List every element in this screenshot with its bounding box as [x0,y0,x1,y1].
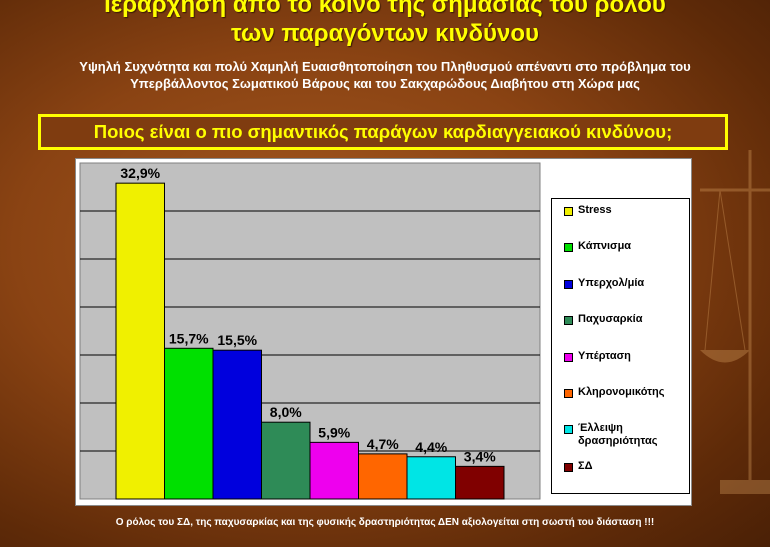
bar-1 [115,182,165,500]
slide-title-line-2: των παραγόντων κινδύνου [231,20,539,47]
question-box: Ποιος είναι ο πιο σημαντικός παράγων καρ… [38,114,728,150]
legend-item-5: Υπέρταση [564,350,631,363]
legend-swatch [564,243,573,252]
slide-title: Ιεράρχηση από το κοινό της σημασίας του … [0,0,770,48]
bar-6 [358,453,408,500]
legend-item-3: Υπερχολ/μία [564,277,644,290]
scale-decoration [700,150,770,494]
subtitle-line-1: Υψηλή Συχνότητα και πολύ Χαμηλή Ευαισθητ… [79,59,691,74]
legend-label: Έλλειψη δρασηριότητας [578,422,658,447]
footer-note: Ο ρόλος του ΣΔ, της παχυσαρκίας και της … [115,517,655,528]
data-label-7: 4,4% [415,439,447,455]
bar-2 [164,347,214,500]
legend-item-7: Έλλειψη δρασηριότητας [564,422,657,448]
bar-8 [455,465,505,500]
legend-item-4: Παχυσαρκία [564,313,643,326]
bar-4 [261,421,311,500]
legend-swatch [564,207,573,216]
legend-swatch [564,316,573,325]
legend-label: Κληρονομικότης [578,386,665,398]
legend-swatch [564,280,573,289]
legend-label: Υπερχολ/μία [578,277,645,289]
legend-item-1: Stress [564,204,612,217]
legend-swatch [564,353,573,362]
chart-legend: Stress Κάπνισμα Υπερχολ/μία Παχυσαρκία Υπέρτ… [551,198,690,494]
data-label-8: 3,4% [464,448,496,464]
legend-label: Κάπνισμα [578,240,632,252]
legend-label: Stress [578,204,612,216]
data-label-3: 15,5% [217,332,257,348]
legend-swatch [564,389,573,398]
legend-swatch [564,463,573,472]
legend-item-6: Κληρονομικότης [564,386,664,399]
legend-swatch [564,425,573,434]
data-label-5: 5,9% [318,424,350,440]
legend-item-2: Κάπνισμα [564,240,631,253]
legend-label: Παχυσαρκία [578,313,643,325]
bar-5 [309,441,359,500]
question-text: Ποιος είναι ο πιο σημαντικός παράγων καρ… [93,121,673,142]
bar-3 [212,349,262,500]
data-label-6: 4,7% [367,436,399,452]
legend-item-8: ΣΔ [564,460,593,473]
bar-7 [406,456,456,500]
subtitle-line-2: Υπερβάλλοντος Σωματικού Βάρους και του Σ… [130,76,640,91]
slide-subtitle: Υψηλή Συχνότητα και πολύ Χαμηλή Ευαισθητ… [0,58,770,92]
legend-label: ΣΔ [578,460,593,472]
data-label-1: 32,9% [120,165,160,181]
data-label-2: 15,7% [169,330,209,346]
data-label-4: 8,0% [270,404,302,420]
slide-title-line-1: Ιεράρχηση από το κοινό της σημασίας του … [104,0,666,18]
legend-label: Υπέρταση [578,350,631,362]
